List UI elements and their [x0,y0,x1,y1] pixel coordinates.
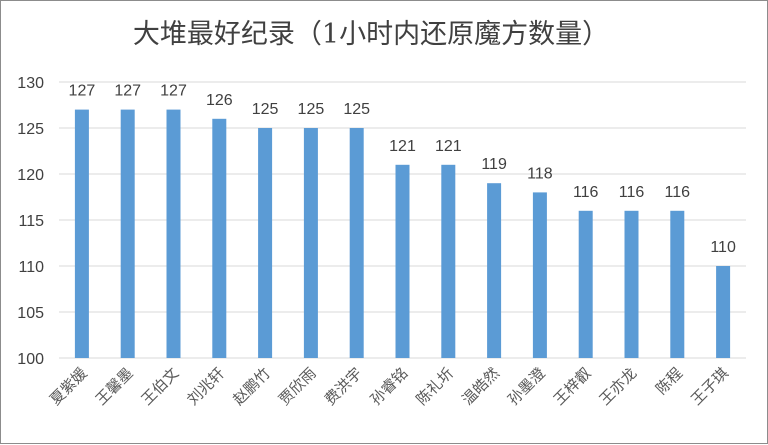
y-tick-label: 110 [18,259,44,276]
bar [487,183,502,358]
bar [258,128,273,358]
bar [716,266,731,358]
bar [303,128,318,358]
bars [74,109,731,358]
bar [578,210,593,358]
x-tick-label: 孙墨澄 [504,364,549,409]
x-tick-label: 王梓叡 [550,364,595,409]
x-tick-label: 费洪宇 [321,364,366,409]
data-label: 121 [435,138,462,155]
bar [74,109,89,358]
bar [212,118,227,358]
x-tick-label: 王伯文 [138,364,183,409]
data-label: 116 [665,184,691,201]
x-tick-label: 刘兆轩 [184,364,229,409]
data-label: 125 [343,101,370,118]
bar [166,109,181,358]
x-tick-label: 孙睿铭 [367,364,412,409]
bar [441,164,456,358]
x-tick-label: 王馨墨 [92,364,137,409]
x-tick-label: 贾欣雨 [275,364,320,409]
y-tick-label: 120 [17,167,44,184]
x-tick-label: 陈程 [652,364,686,398]
data-label: 119 [481,156,507,173]
data-label: 125 [252,101,279,118]
data-label: 127 [114,83,141,100]
y-tick-label: 130 [17,75,44,92]
data-label: 118 [527,165,553,182]
x-tick-label: 夏紫媛 [46,364,91,409]
data-label: 126 [206,92,233,109]
x-tick-label: 王子琪 [687,364,732,409]
x-tick-label: 陈礼圻 [413,364,458,409]
data-label: 127 [69,83,96,100]
bar [120,109,135,358]
x-tick-label: 王亦龙 [596,364,641,409]
data-label: 125 [298,101,325,118]
bar [670,210,685,358]
y-tick-label: 115 [18,213,44,230]
data-label: 116 [573,184,599,201]
y-axis: 100 105 110 115 120 125 130 [17,75,44,368]
x-axis: 夏紫媛 王馨墨 王伯文 刘兆轩 赵鹏竹 贾欣雨 费洪宇 孙睿铭 陈礼圻 温皓然 孙墨澄 王梓叡 王亦龙陈… [46,364,732,409]
x-tick-label: 温皓然 [458,364,503,409]
bar [532,192,547,358]
data-label: 110 [710,239,736,256]
data-label: 116 [619,184,645,201]
y-tick-label: 125 [17,121,44,138]
x-tick-label: 赵鹏竹 [229,364,274,409]
bar [395,164,410,358]
data-labels: 127 127 127 126 125 125 125 121 121 119 118 116 116 1… [69,83,736,256]
data-label: 127 [160,83,187,100]
chart-title: 大堆最好纪录（1小时内还原魔方数量） [133,19,609,50]
y-tick-label: 105 [17,305,44,322]
data-label: 121 [389,138,416,155]
y-tick-label: 100 [17,351,44,368]
bar [349,128,364,358]
bar [624,210,639,358]
